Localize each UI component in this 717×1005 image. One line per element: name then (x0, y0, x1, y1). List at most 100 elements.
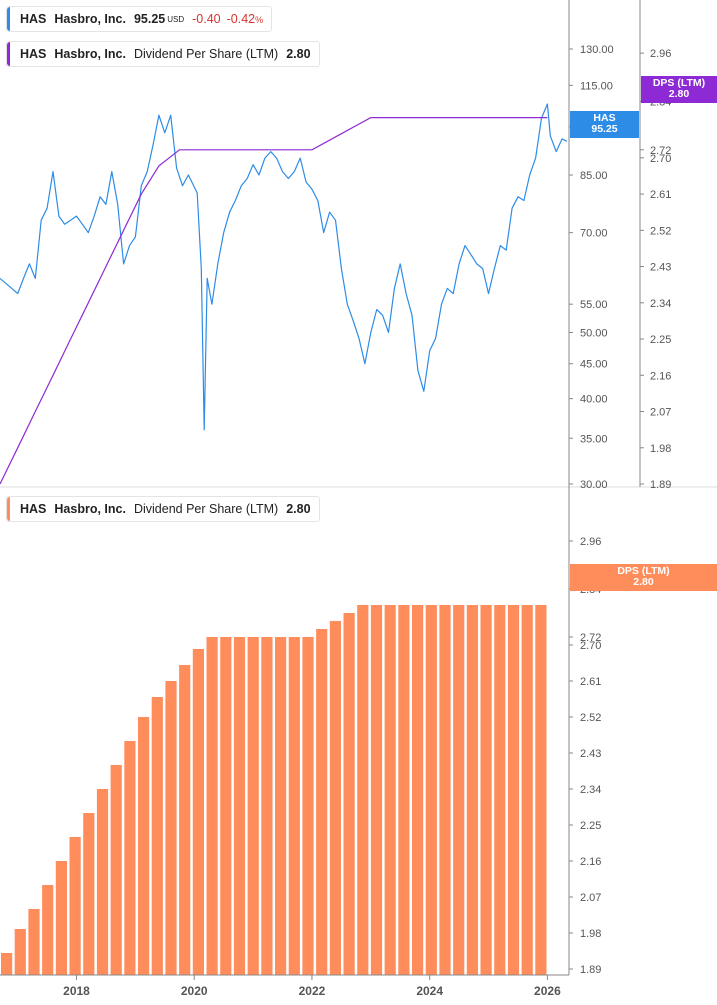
dps-bar (206, 637, 218, 975)
dps-tag-bottom: DPS (LTM) 2.80 (570, 564, 717, 591)
price-tick-label: 55.00 (580, 299, 608, 311)
dps-tag-bottom-value: 2.80 (633, 576, 654, 588)
dps-bar (329, 621, 341, 975)
dps-bar (466, 605, 478, 975)
price-tick-label: 45.00 (580, 359, 608, 371)
dps-bar (275, 637, 287, 975)
dps-bar-swatch (7, 497, 10, 521)
year-tick-label: 2026 (534, 984, 561, 998)
dps-bar (343, 613, 355, 975)
dps-bar (96, 789, 109, 975)
dps-tick-label: 1.98 (650, 443, 671, 455)
dividend-panel (1, 605, 547, 975)
dps-tick-label: 2.34 (650, 298, 671, 310)
year-tick-label: 2022 (299, 984, 326, 998)
dps-bar (302, 637, 314, 975)
dps-bar (247, 637, 259, 975)
dps-bar (507, 605, 520, 975)
legend-company: Hasbro, Inc. (54, 502, 126, 516)
dps-tick-label: 2.16 (650, 370, 671, 382)
bar-tick-label: 2.52 (580, 712, 601, 724)
bar-tick-label: 2.96 (580, 536, 601, 548)
legend-change-pct-value: -0.42 (226, 12, 256, 26)
price-tick-label: 40.00 (580, 394, 608, 406)
price-series-line (0, 103, 568, 431)
dps-bar (288, 637, 300, 975)
legend-value: 2.80 (286, 47, 311, 61)
dps-bar (494, 605, 506, 975)
dps-bar (233, 637, 246, 975)
legend-ticker: HAS (20, 47, 47, 61)
dps-tick-label: 2.61 (650, 189, 671, 201)
legend-ticker: HAS (20, 12, 47, 26)
bar-tick-label: 2.34 (580, 784, 601, 796)
dps-series-line (0, 117, 548, 485)
price-tag-ticker: HAS (593, 112, 616, 124)
bar-tick-label: 2.16 (580, 856, 601, 868)
year-tick-label: 2024 (416, 984, 443, 998)
year-tick-label: 2018 (63, 984, 90, 998)
bar-tick-label: 1.89 (580, 964, 601, 976)
legend-company: Hasbro, Inc. (54, 12, 126, 26)
bar-tick-label: 2.07 (580, 892, 601, 904)
dps-bar (370, 605, 383, 975)
dps-bar (28, 909, 40, 975)
dps-bar (220, 637, 232, 975)
dps-tick-label: 2.07 (650, 407, 671, 419)
price-tick-label: 70.00 (580, 228, 608, 240)
price-panel (0, 103, 568, 485)
dps-bar (14, 929, 26, 975)
price-tick-label: 35.00 (580, 433, 608, 445)
dps-bar (425, 605, 437, 975)
dps-legend-bottom[interactable]: HAS Hasbro, Inc. Dividend Per Share (LTM… (6, 496, 320, 522)
legend-value: 2.80 (286, 502, 311, 516)
dps-bar (384, 605, 396, 975)
dps-bar (453, 605, 465, 975)
dps-bar (357, 605, 369, 975)
bar-tick-label: 2.61 (580, 676, 601, 688)
bar-tick-label: 2.72 (580, 632, 601, 644)
year-tick-label: 2020 (181, 984, 208, 998)
dps-bar (42, 885, 54, 975)
dps-bar (165, 681, 177, 975)
dps-bar (179, 665, 191, 975)
dps-tag-top-label: DPS (LTM) (652, 77, 706, 89)
legend-change-pct: -0.42% (227, 12, 264, 26)
dps-bar (124, 741, 136, 975)
legend-price: 95.25 (133, 12, 166, 26)
dps-tag-top-value: 2.80 (668, 88, 690, 100)
dps-bar (69, 837, 81, 975)
legend-change: -0.40 (192, 12, 221, 26)
dps-bar (110, 765, 122, 975)
dps-bar (398, 605, 410, 975)
legend-metric: Dividend Per Share (LTM) (133, 502, 279, 516)
price-tick-label: 115.00 (580, 80, 613, 92)
price-tag: HAS 95.25 (570, 111, 639, 138)
price-swatch (7, 7, 10, 31)
price-tick-label: 130.00 (580, 44, 614, 56)
dps-line-swatch (7, 42, 10, 66)
price-tag-value: 95.25 (591, 123, 618, 135)
bar-tick-label: 2.43 (580, 748, 601, 760)
dps-bar (1, 953, 13, 975)
dps-bar (261, 637, 273, 975)
dps-bar (138, 717, 150, 975)
dps-bar (55, 861, 67, 975)
dps-legend-top[interactable]: HAS Hasbro, Inc. Dividend Per Share (LTM… (6, 41, 320, 67)
dps-bar (83, 813, 95, 975)
price-legend[interactable]: HAS Hasbro, Inc. 95.25 USD -0.40 -0.42% (6, 6, 273, 32)
dps-tick-label: 1.89 (650, 479, 671, 491)
dps-tag-top: DPS (LTM) 2.80 (641, 76, 717, 103)
bar-tick-label: 2.70 (580, 640, 601, 652)
dps-bar (535, 605, 547, 975)
dps-bar (151, 697, 163, 975)
dps-tick-label: 2.43 (650, 262, 671, 274)
dps-tick-label: 2.52 (650, 225, 671, 237)
dps-bar (192, 649, 204, 975)
bar-tick-label: 1.98 (580, 928, 601, 940)
bar-tick-label: 2.25 (580, 820, 601, 832)
dps-bar (439, 605, 451, 975)
dps-tick-label: 2.25 (650, 334, 671, 346)
